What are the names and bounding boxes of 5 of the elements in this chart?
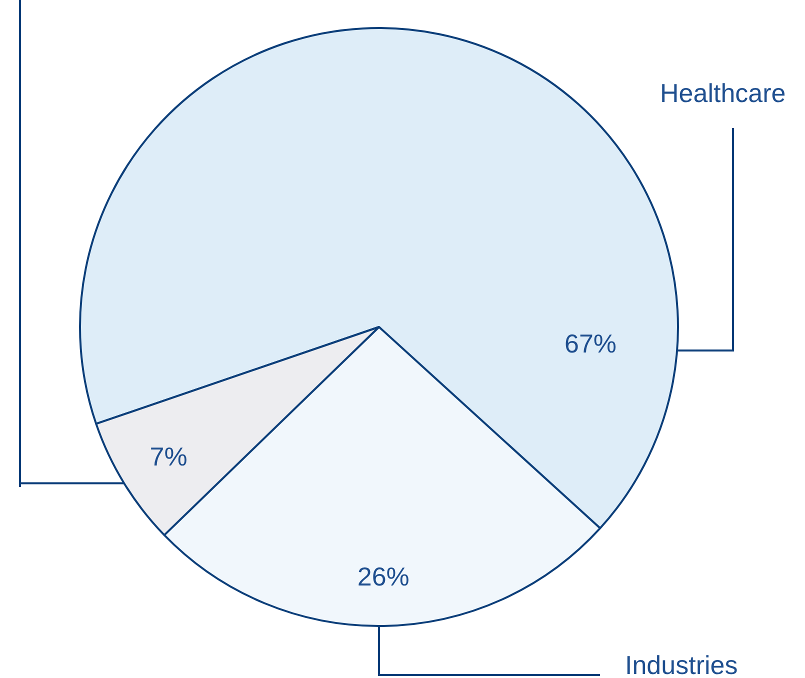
data-label: 26%: [357, 561, 410, 592]
slice-label: Healthcare: [660, 78, 786, 108]
data-label: 7%: [150, 442, 188, 472]
slice-label: Industries: [625, 650, 738, 678]
data-label: 67%: [564, 328, 617, 358]
